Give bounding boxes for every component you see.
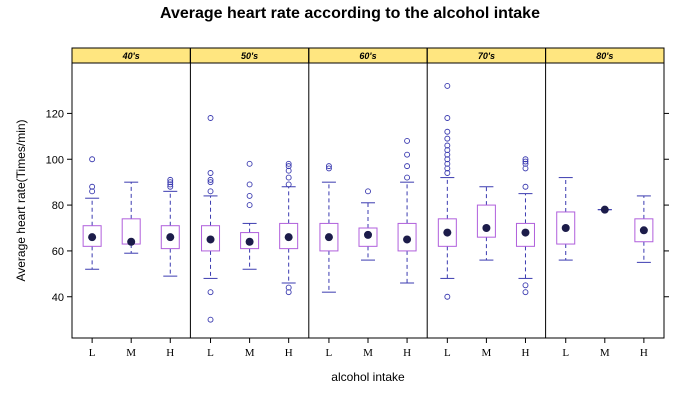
box-outlier <box>522 156 529 163</box>
box-outlier <box>246 192 253 199</box>
box-outlier <box>246 181 253 188</box>
box-outlier <box>325 163 332 170</box>
box-outlier <box>444 293 451 300</box>
box-outlier <box>522 183 529 190</box>
box-iqr <box>476 204 496 238</box>
box-outlier <box>404 174 411 181</box>
box-outlier <box>207 188 214 195</box>
box-median <box>443 228 452 237</box>
x-axis-label: alcohol intake <box>331 370 405 384</box>
box-iqr <box>319 222 339 252</box>
box-outlier <box>89 156 96 163</box>
box-median <box>166 233 175 242</box>
box-outlier <box>207 115 214 121</box>
box-median <box>206 235 215 244</box>
box-median <box>600 205 609 214</box>
box-median <box>521 228 530 237</box>
box-iqr <box>397 222 417 252</box>
box-outlier <box>246 160 253 167</box>
x-tick-label: L <box>562 347 569 359</box>
box-median <box>245 237 254 246</box>
box-outlier <box>325 165 332 172</box>
y-tick-label: 120 <box>46 108 64 120</box>
box-iqr <box>556 211 576 245</box>
panel-strip-label: 80's <box>596 51 613 61</box>
y-axis-label: Average heart rate(Times/min) <box>14 119 28 281</box>
box-outlier <box>522 289 529 296</box>
x-tick-label: M <box>363 347 373 359</box>
box-outlier <box>207 316 214 323</box>
panel-strip-label: 70's <box>478 51 495 61</box>
box-outlier <box>207 289 214 296</box>
box-median <box>561 224 570 232</box>
box-outlier <box>404 163 411 170</box>
box-median <box>482 224 491 232</box>
box-outlier <box>207 176 214 183</box>
x-tick-label: L <box>89 347 96 359</box>
box-iqr <box>358 227 378 247</box>
x-tick-label: L <box>326 347 333 359</box>
y-tick-label: 80 <box>52 200 64 212</box>
panel-strip-label: 50's <box>241 51 258 61</box>
plot-frame <box>71 47 665 339</box>
x-tick-label: M <box>245 347 255 359</box>
box-outlier <box>444 142 451 149</box>
box-outlier <box>207 170 214 176</box>
x-tick-label: L <box>207 347 214 359</box>
box-outlier <box>365 188 371 195</box>
box-iqr <box>437 218 457 247</box>
box-outlier <box>404 137 411 144</box>
box-iqr <box>240 232 260 250</box>
x-tick-label: M <box>600 347 610 359</box>
box-iqr <box>279 222 299 250</box>
box-iqr <box>515 222 535 247</box>
box-median <box>127 237 136 246</box>
box-median <box>403 235 412 244</box>
box-outlier <box>285 181 292 188</box>
x-tick-label: L <box>444 347 451 359</box>
panel-strip-label: 40's <box>122 51 140 61</box>
x-tick-label: H <box>521 347 529 359</box>
box-iqr <box>634 218 654 243</box>
box-iqr <box>160 225 180 250</box>
x-tick-label: H <box>285 347 293 359</box>
x-tick-label: M <box>482 347 492 359</box>
box-iqr <box>82 225 102 247</box>
chart-title: Average heart rate according to the alco… <box>160 5 540 22</box>
x-tick-label: M <box>126 347 136 359</box>
box-outlier <box>285 160 292 167</box>
box-outlier <box>404 151 411 158</box>
box-outlier <box>444 115 451 121</box>
panel-strip-label: 60's <box>359 51 376 61</box>
box-outlier <box>207 179 214 186</box>
y-tick-label: 100 <box>46 154 64 166</box>
box-outlier <box>285 174 292 181</box>
y-tick-label: 60 <box>52 246 64 258</box>
x-tick-label: H <box>403 347 411 359</box>
box-median <box>639 226 648 235</box>
box-outlier <box>522 282 529 289</box>
box-outlier <box>246 202 253 209</box>
box-iqr <box>201 225 221 252</box>
x-tick-label: H <box>166 347 174 359</box>
box-outlier <box>285 163 292 170</box>
box-outlier <box>89 183 96 190</box>
box-outlier <box>167 179 174 186</box>
box-outlier <box>167 176 174 183</box>
box-median <box>88 233 97 242</box>
box-outlier <box>285 284 292 291</box>
box-median <box>324 233 333 242</box>
box-outlier <box>522 158 529 165</box>
y-tick-label: 40 <box>52 292 64 304</box>
box-outlier <box>444 128 451 135</box>
box-median <box>284 233 293 242</box>
box-outlier <box>444 135 451 142</box>
x-tick-label: H <box>640 347 648 359</box>
box-median <box>364 230 372 239</box>
box-outlier <box>444 82 451 89</box>
